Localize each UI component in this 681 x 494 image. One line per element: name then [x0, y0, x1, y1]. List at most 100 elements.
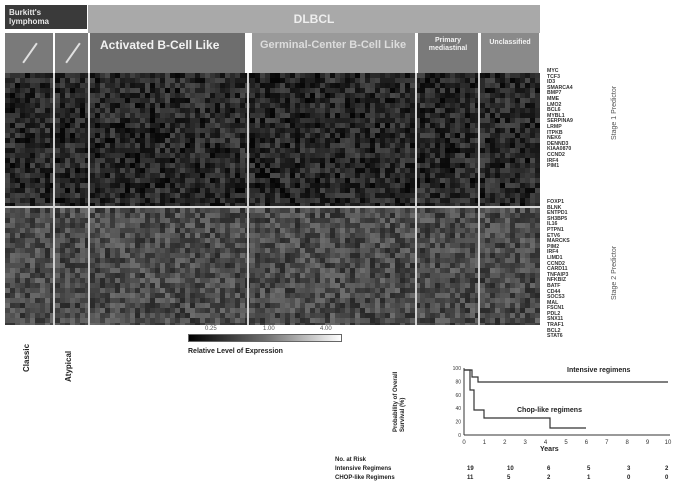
- heatmap-cell: [120, 268, 125, 273]
- heatmap-cell: [445, 283, 450, 288]
- heatmap-cell: [325, 193, 330, 198]
- heatmap-cell: [495, 208, 500, 213]
- heatmap-cell: [320, 198, 325, 203]
- heatmap-cell: [485, 193, 490, 198]
- heatmap-cell: [25, 128, 30, 133]
- heatmap-cell: [305, 118, 310, 123]
- heatmap-cell: [310, 138, 315, 143]
- heatmap-cell: [60, 158, 65, 163]
- heatmap-cell: [180, 153, 185, 158]
- heatmap-cell: [485, 113, 490, 118]
- heatmap-cell: [15, 288, 20, 293]
- heatmap-cell: [150, 258, 155, 263]
- heatmap-cell: [90, 243, 95, 248]
- heatmap-cell: [420, 118, 425, 123]
- heatmap-cell: [380, 73, 385, 78]
- heatmap-cell: [330, 243, 335, 248]
- heatmap-cell: [410, 258, 415, 263]
- heatmap-cell: [250, 123, 255, 128]
- heatmap-cell: [415, 193, 420, 198]
- heatmap-cell: [10, 233, 15, 238]
- heatmap-cell: [215, 173, 220, 178]
- heatmap-cell: [535, 183, 540, 188]
- heatmap-cell: [230, 198, 235, 203]
- heatmap-cell: [475, 148, 480, 153]
- heatmap-cell: [355, 298, 360, 303]
- heatmap-cell: [490, 163, 495, 168]
- heatmap-cell: [250, 268, 255, 273]
- heatmap-cell: [400, 123, 405, 128]
- heatmap-cell: [40, 128, 45, 133]
- heatmap-cell: [60, 253, 65, 258]
- heatmap-cell: [85, 73, 90, 78]
- heatmap-cell: [265, 143, 270, 148]
- heatmap-cell: [180, 78, 185, 83]
- heatmap-cell: [190, 203, 195, 208]
- heatmap-cell: [395, 153, 400, 158]
- heatmap-cell: [210, 158, 215, 163]
- heatmap-cell: [140, 248, 145, 253]
- heatmap-cell: [295, 258, 300, 263]
- heatmap-cell: [230, 263, 235, 268]
- heatmap-cell: [415, 213, 420, 218]
- heatmap-cell: [435, 278, 440, 283]
- heatmap-cell: [315, 103, 320, 108]
- heatmap-cell: [90, 238, 95, 243]
- heatmap-cell: [280, 298, 285, 303]
- heatmap-cell: [105, 288, 110, 293]
- heatmap-cell: [165, 238, 170, 243]
- heatmap-cell: [90, 113, 95, 118]
- heatmap-cell: [290, 293, 295, 298]
- heatmap-cell: [330, 193, 335, 198]
- heatmap-cell: [490, 178, 495, 183]
- heatmap-cell: [210, 173, 215, 178]
- heatmap-cell: [470, 183, 475, 188]
- heatmap-cell: [305, 143, 310, 148]
- heatmap-cell: [20, 178, 25, 183]
- heatmap-cell: [310, 248, 315, 253]
- heatmap-cell: [310, 193, 315, 198]
- heatmap-cell: [10, 163, 15, 168]
- heatmap-cell: [120, 88, 125, 93]
- heatmap-cell: [480, 278, 485, 283]
- heatmap-cell: [130, 83, 135, 88]
- heatmap-cell: [285, 148, 290, 153]
- heatmap-cell: [85, 258, 90, 263]
- heatmap-cell: [130, 258, 135, 263]
- heatmap-cell: [45, 163, 50, 168]
- heatmap-cell: [35, 273, 40, 278]
- heatmap-cell: [290, 108, 295, 113]
- heatmap-cell: [320, 163, 325, 168]
- heatmap-cell: [450, 103, 455, 108]
- heatmap-cell: [280, 98, 285, 103]
- heatmap-cell: [420, 93, 425, 98]
- heatmap-cell: [385, 178, 390, 183]
- heatmap-cell: [175, 188, 180, 193]
- heatmap-cell: [470, 163, 475, 168]
- heatmap-cell: [15, 253, 20, 258]
- heatmap-cell: [250, 78, 255, 83]
- heatmap-cell: [340, 248, 345, 253]
- heatmap-cell: [345, 188, 350, 193]
- heatmap-cell: [30, 138, 35, 143]
- heatmap-cell: [125, 258, 130, 263]
- heatmap-cell: [40, 298, 45, 303]
- heatmap-cell: [100, 163, 105, 168]
- heatmap-cell: [220, 278, 225, 283]
- heatmap-cell: [60, 188, 65, 193]
- heatmap-cell: [420, 258, 425, 263]
- heatmap-cell: [405, 183, 410, 188]
- heatmap-cell: [195, 123, 200, 128]
- heatmap-cell: [30, 208, 35, 213]
- heatmap-cell: [375, 223, 380, 228]
- heatmap-cell: [440, 178, 445, 183]
- heatmap-cell: [415, 138, 420, 143]
- heatmap-cell: [210, 243, 215, 248]
- heatmap-cell: [340, 143, 345, 148]
- heatmap-cell: [510, 268, 515, 273]
- heatmap-cell: [90, 163, 95, 168]
- heatmap-cell: [165, 263, 170, 268]
- heatmap-cell: [275, 208, 280, 213]
- heatmap-cell: [235, 278, 240, 283]
- heatmap-cell: [480, 93, 485, 98]
